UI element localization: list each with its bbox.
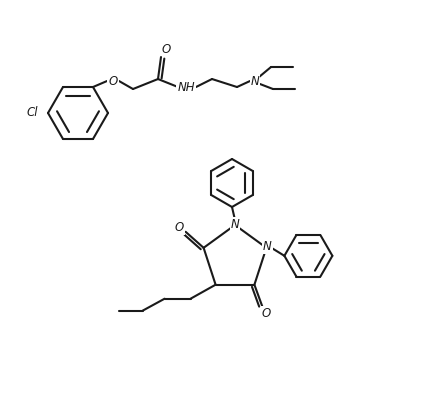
- Text: O: O: [262, 307, 271, 320]
- Text: N: N: [251, 75, 259, 87]
- Text: O: O: [175, 221, 184, 234]
- Text: O: O: [108, 75, 118, 87]
- Text: NH: NH: [177, 81, 195, 93]
- Text: O: O: [162, 43, 171, 56]
- Text: Cl: Cl: [26, 106, 38, 120]
- Text: N: N: [263, 240, 272, 253]
- Text: N: N: [231, 218, 239, 231]
